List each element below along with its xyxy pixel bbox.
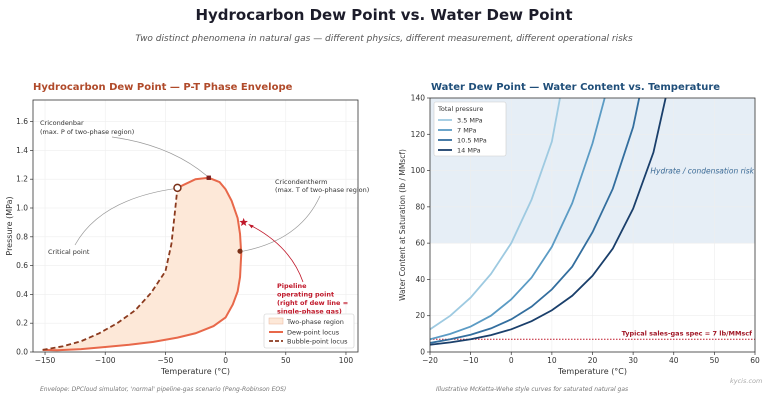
right-x-tick-label: 50 [710,356,720,365]
left-y-tick-label: 1.4 [16,146,28,155]
bubble-point-locus-line [42,187,179,351]
left-y-tick-label: 0.8 [16,232,28,241]
legend-swatch-two-phase [268,317,284,325]
water-content-curve [430,98,641,344]
right-legend-label: 3.5 MPa [457,117,483,125]
right-x-tick-label: 10 [547,356,557,365]
right-y-tick-label: 0 [420,348,425,357]
right-x-tick-label: −10 [463,356,479,365]
critical-point-marker [173,183,182,193]
operating-point-label-line: Pipeline [277,282,307,290]
left-y-tick-label: 0.0 [16,348,28,357]
right-x-tick-label: 40 [669,356,679,365]
left-y-tick-label: 0.6 [16,261,28,270]
right-y-tick-label: 40 [415,275,425,284]
left-x-tick-label: 50 [281,356,291,365]
operating-point-arrowhead [248,224,254,229]
left-plot-frame [32,99,359,353]
right-y-axis-label: Water Content at Saturation (lb / MMscf) [398,149,407,301]
left-y-axis-label: Pressure (MPa) [5,196,14,255]
right-x-tick-label: 20 [588,356,598,365]
left-x-tick-label: 100 [339,356,354,365]
left-x-tick-label: 0 [223,356,228,365]
cricondentherm-sublabel: (max. T of two-phase region) [275,186,369,194]
left-y-tick-label: 0.4 [16,290,28,299]
brand-watermark: kycis.com [730,377,763,385]
left-chart-title: Hydrocarbon Dew Point — P-T Phase Envelo… [33,82,293,93]
legend-label-bubble: Bubble-point locus [287,338,348,346]
cricondenbar-leader [111,136,207,177]
operating-point-leader [248,224,304,283]
right-legend-title: Total pressure [437,105,483,113]
left-y-tick-label: 1.2 [16,175,28,184]
left-y-tick-label: 1.0 [16,204,28,213]
sales-gas-spec-label: Typical sales-gas spec = 7 lb/MMscf [622,329,753,337]
legend-label-dew: Dew-point locus [287,329,340,337]
right-y-tick-label: 140 [411,94,426,103]
water-content-curve [430,98,561,331]
cricondentherm-label: Cricondentherm [275,178,328,186]
right-x-axis-label: Temperature (°C) [557,367,627,376]
critical-point-label: Critical point [48,248,90,256]
dew-point-locus-line [42,176,243,352]
right-y-tick-label: 20 [415,311,425,320]
right-legend-box [433,101,507,157]
critical-point-leader [74,188,174,246]
legend-label-two-phase: Two-phase region [286,318,344,326]
left-y-tick-label: 0.2 [16,319,28,328]
right-x-tick-label: 0 [509,356,514,365]
right-x-tick-label: 60 [750,356,760,365]
operating-point-label-line: single-phase gas) [277,308,342,316]
right-y-tick-label: 60 [415,239,425,248]
right-footnote: Illustrative McKetta-Wehe style curves f… [436,386,629,393]
left-x-tick-label: −150 [35,356,56,365]
operating-point-label-line: operating point [277,291,334,299]
hydrate-region-label: Hydrate / condensation risk [650,167,754,176]
main-title: Hydrocarbon Dew Point vs. Water Dew Poin… [195,6,573,24]
right-legend-label: 10.5 MPa [457,137,487,145]
right-y-tick-label: 100 [411,166,426,175]
right-y-tick-label: 80 [415,202,425,211]
right-legend-label: 7 MPa [457,127,476,135]
operating-point-star [239,217,248,227]
water-content-curve [430,98,667,346]
right-chart-title: Water Dew Point — Water Content vs. Temp… [431,82,721,93]
right-legend-label: 14 MPa [457,147,481,155]
left-x-axis-label: Temperature (°C) [160,367,230,376]
left-footnote: Envelope: DPCloud simulator, 'normal' pi… [40,386,287,393]
right-x-tick-label: −20 [422,356,438,365]
cricondenbar-sublabel: (max. P of two-phase region) [40,128,134,136]
left-legend-box [263,313,355,349]
left-y-tick-label: 1.6 [16,117,28,126]
right-y-tick-label: 120 [411,130,426,139]
left-x-tick-label: −50 [157,356,173,365]
cricondenbar-label: Cricondenbar [40,119,84,127]
cricondentherm-leader [242,195,321,252]
main-subtitle: Two distinct phenomena in natural gas — … [135,34,633,44]
right-x-tick-label: 30 [628,356,638,365]
operating-point-label-line: (right of dew line = [277,299,348,307]
cricondentherm-marker [237,248,243,254]
two-phase-region [42,177,242,351]
water-content-curve [430,98,606,341]
cricondenbar-marker [206,175,211,180]
left-x-tick-label: −100 [95,356,116,365]
